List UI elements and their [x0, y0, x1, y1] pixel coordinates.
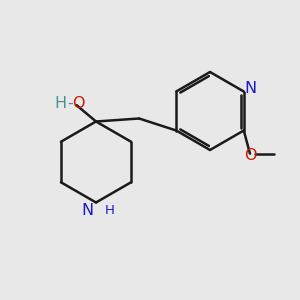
- Text: O: O: [72, 96, 84, 111]
- Text: N: N: [244, 81, 256, 96]
- Text: O: O: [244, 148, 257, 163]
- Text: -: -: [67, 96, 73, 111]
- Text: N: N: [82, 203, 94, 218]
- Text: H: H: [105, 204, 115, 218]
- Text: H: H: [55, 96, 67, 111]
